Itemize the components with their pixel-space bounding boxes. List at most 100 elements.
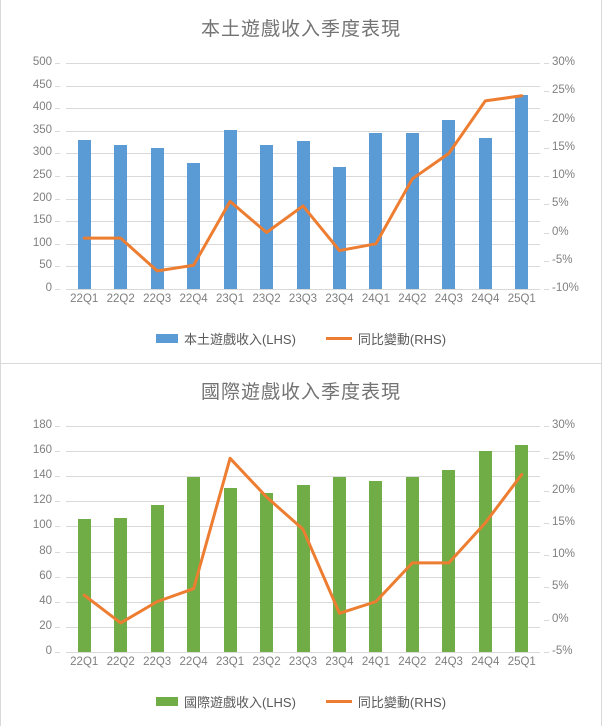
legend-item-bar-bottom[interactable]: 國際遊戲收入(LHS) (155, 692, 296, 711)
bar-22Q2[interactable] (114, 517, 128, 652)
y-axis-tick-label: 250 (32, 169, 52, 181)
y2-axis-tick-label: 5% (552, 580, 569, 593)
y2-axis-tick-mark (544, 176, 549, 177)
y2-axis-tick-label: 15% (552, 140, 576, 153)
bar-22Q4[interactable] (187, 477, 201, 652)
y2-axis-tick-mark (544, 63, 549, 64)
bar-24Q3[interactable] (442, 120, 456, 289)
yoy-change-line[interactable] (82, 456, 524, 625)
line-swatch-icon (325, 700, 352, 703)
y-axis-tick-mark (55, 626, 60, 628)
x-axis-tick-label-22Q4: 22Q4 (179, 293, 208, 305)
plot-area-bottom (66, 426, 540, 653)
bar-23Q1[interactable] (223, 130, 237, 289)
y2-axis-tick-mark (544, 458, 549, 460)
x-axis-tick-label-22Q3: 22Q3 (143, 656, 172, 668)
legend-item-line-bottom[interactable]: 同比變動(RHS) (325, 692, 446, 711)
y2-axis-tick-label: 20% (552, 483, 576, 496)
y-axis-tick-mark (55, 289, 60, 290)
x-axis-labels-bottom: 22Q1 22Q2 22Q3 22Q4 23Q1 23Q2 23Q3 23Q4 24Q1 24Q2… (66, 656, 540, 675)
y-axis-tick-label: 100 (32, 519, 52, 532)
y2-axis-tick-label: 30% (552, 56, 576, 68)
bar-22Q1[interactable] (77, 518, 91, 652)
y2-axis-tick-mark (544, 652, 549, 653)
y-axis-tick-label: 100 (32, 236, 52, 249)
y-axis-tick-label: 60 (39, 569, 52, 582)
y2-axis-tick-label: -5% (552, 645, 573, 657)
bar-series-top (66, 63, 540, 289)
y-axis-tick-mark (55, 153, 60, 155)
y-axis-tick-mark (55, 501, 60, 503)
bar-25Q1[interactable] (515, 94, 529, 289)
bar-24Q1[interactable] (369, 132, 383, 289)
y-axis-tick-label: 80 (39, 544, 52, 557)
x-axis-tick-label-24Q3: 24Q3 (434, 293, 463, 305)
y-axis-tick-label: 200 (32, 191, 52, 204)
y-axis-tick-mark (55, 243, 60, 245)
bar-23Q3[interactable] (296, 140, 310, 289)
gridline (66, 451, 540, 453)
y2-axis-tick-label: 5% (552, 197, 569, 210)
y-axis-tick-label: 20 (39, 619, 52, 632)
bar-25Q1[interactable] (515, 444, 529, 652)
x-axis-tick-label-24Q4: 24Q4 (471, 293, 500, 305)
y2-axis-tick-label: 25% (552, 84, 576, 97)
bar-24Q2[interactable] (405, 132, 419, 289)
right-axis-labels-top: 30% 25% 20% 15% 10% 5% 0% -5% -10% (544, 56, 602, 294)
y2-axis-tick-mark (544, 289, 549, 290)
gridline (66, 476, 540, 478)
legend-item-line-top[interactable]: 同比變動(RHS) (325, 329, 447, 348)
legend-bottom: 國際遊戲收入(LHS) 同比變動(RHS) (0, 692, 602, 711)
y2-axis-tick-label: 0% (552, 225, 569, 238)
y-axis-tick-mark (55, 451, 60, 453)
panel-left-border (0, 363, 1, 726)
y-axis-tick-label: 50 (39, 259, 52, 272)
y-axis-tick-mark (55, 426, 60, 427)
y-axis-tick-label: 160 (32, 444, 52, 457)
x-axis-tick-label-24Q2: 24Q2 (398, 293, 427, 305)
bar-22Q1[interactable] (77, 139, 91, 289)
y2-axis-tick-label: 20% (552, 112, 576, 125)
y-axis-tick-mark (55, 652, 60, 653)
legend-bar-label: 國際遊戲收入(LHS) (183, 695, 296, 710)
x-axis-tick-label-25Q1: 25Q1 (507, 293, 536, 305)
bar-23Q2[interactable] (260, 492, 274, 652)
y2-axis-tick-mark (544, 147, 549, 149)
legend-line-label: 同比變動(RHS) (357, 332, 447, 347)
bar-24Q4[interactable] (478, 451, 492, 652)
yoy-change-line[interactable] (82, 94, 524, 273)
domestic-revenue-chart-panel: 本土遊戲收入季度表現 500 450 400 350 300 250 200 150 100 50… (0, 0, 602, 363)
y2-axis-tick-label: -10% (552, 282, 579, 294)
bar-23Q4[interactable] (332, 166, 346, 289)
bar-22Q3[interactable] (150, 147, 164, 289)
bar-22Q2[interactable] (114, 145, 128, 289)
y2-axis-tick-label: 10% (552, 169, 576, 181)
line-swatch-icon (325, 337, 352, 340)
bar-22Q3[interactable] (150, 505, 164, 652)
x-axis-tick-label-23Q3: 23Q3 (288, 293, 318, 305)
bar-24Q1[interactable] (369, 481, 383, 652)
x-axis-tick-label-22Q3: 22Q3 (143, 293, 172, 305)
y-axis-tick-mark (55, 576, 60, 578)
x-axis-tick-label-23Q1: 23Q1 (215, 656, 245, 668)
y-axis-tick-label: 150 (32, 214, 52, 227)
y2-axis-tick-mark (544, 119, 549, 121)
gridline (66, 426, 540, 427)
bar-23Q1[interactable] (223, 487, 237, 652)
x-axis-tick-label-24Q4: 24Q4 (471, 656, 500, 668)
page-title: 本土遊戲收入季度表現 (200, 19, 401, 40)
y2-axis-tick-mark (544, 91, 549, 93)
legend-bar-label: 本土遊戲收入(LHS) (183, 332, 296, 347)
bar-23Q2[interactable] (260, 144, 274, 289)
international-revenue-chart-panel: 國際遊戲收入季度表現 180 160 140 120 100 80 60 40 20 0 30% 2… (0, 363, 602, 726)
x-axis-labels-top: 22Q1 22Q2 22Q3 22Q4 23Q1 23Q2 23Q3 23Q4 24Q1 24Q2… (66, 293, 540, 312)
y-axis-tick-mark (55, 221, 60, 223)
y2-axis-tick-label: 10% (552, 548, 576, 561)
y2-axis-tick-mark (544, 260, 549, 262)
bar-24Q4[interactable] (478, 138, 492, 289)
x-axis-tick-label-23Q2: 23Q2 (252, 656, 281, 668)
y2-axis-tick-label: -5% (552, 253, 573, 266)
y2-axis-tick-mark (544, 555, 549, 557)
legend-item-bar-top[interactable]: 本土遊戲收入(LHS) (155, 329, 296, 348)
y-axis-tick-label: 350 (32, 123, 52, 136)
